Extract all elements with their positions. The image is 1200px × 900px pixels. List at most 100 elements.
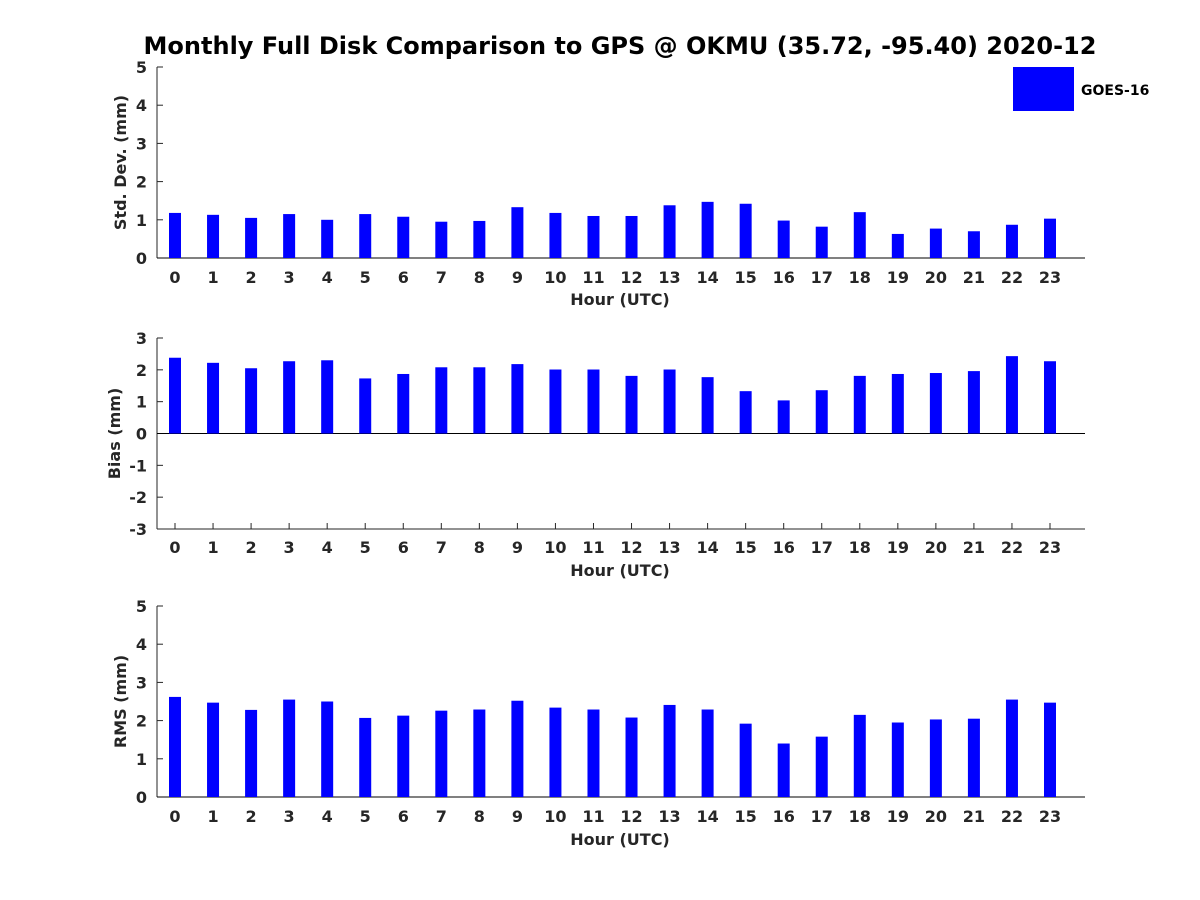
figure-title: Monthly Full Disk Comparison to GPS @ OK…: [144, 32, 1097, 60]
x-tick-label: 4: [322, 807, 333, 826]
bar: [663, 369, 676, 434]
bar: [853, 212, 866, 258]
x-tick-label: 4: [322, 538, 333, 557]
x-tick-label: 21: [963, 538, 985, 557]
x-tick-label: 19: [887, 538, 909, 557]
x-tick-label: 3: [284, 538, 295, 557]
legend-label: GOES-16: [1081, 83, 1149, 99]
x-tick-label: 21: [963, 807, 985, 826]
x-tick-label: 8: [474, 807, 485, 826]
bar: [207, 702, 220, 797]
bar: [777, 743, 790, 797]
bar: [663, 205, 676, 258]
bar: [511, 207, 524, 258]
bar: [245, 709, 258, 797]
x-tick-label: 17: [811, 538, 833, 557]
x-tick-label: 7: [436, 807, 447, 826]
x-axis-label: Hour (UTC): [570, 290, 670, 309]
bar: [1005, 356, 1018, 434]
x-tick-label: 17: [811, 268, 833, 287]
x-tick-label: 23: [1039, 538, 1061, 557]
x-tick-label: 8: [474, 268, 485, 287]
x-tick-label: 6: [398, 268, 409, 287]
legend-swatch-goes16: [1013, 67, 1074, 111]
y-tick-label: 3: [136, 673, 147, 692]
x-tick-label: 16: [773, 807, 795, 826]
x-tick-label: 9: [512, 538, 523, 557]
bar: [701, 709, 714, 797]
x-tick-label: 19: [887, 268, 909, 287]
x-tick-label: 10: [544, 807, 566, 826]
bar: [511, 700, 524, 797]
bar: [473, 367, 486, 434]
x-tick-label: 16: [773, 538, 795, 557]
x-tick-label: 13: [658, 538, 680, 557]
x-tick-label: 14: [696, 807, 718, 826]
bar: [359, 378, 372, 434]
bar: [169, 357, 181, 434]
y-axis-label: RMS (mm): [111, 655, 130, 748]
x-tick-label: 2: [246, 538, 257, 557]
x-tick-label: 0: [169, 807, 180, 826]
bar: [549, 212, 562, 258]
x-tick-label: 13: [658, 268, 680, 287]
y-tick-label: 1: [136, 393, 147, 412]
x-tick-label: 7: [436, 268, 447, 287]
bar: [283, 699, 296, 797]
x-tick-label: 23: [1039, 268, 1061, 287]
bar: [1044, 361, 1056, 434]
bar: [397, 373, 410, 434]
x-tick-label: 9: [512, 268, 523, 287]
y-tick-label: 1: [136, 211, 147, 230]
bar: [435, 367, 448, 434]
bar: [169, 696, 181, 797]
x-tick-label: 18: [849, 268, 871, 287]
y-tick-label: 3: [136, 134, 147, 153]
x-tick-label: 11: [582, 538, 604, 557]
y-tick-label: 0: [136, 788, 147, 807]
bar: [359, 717, 372, 797]
y-tick-label: 5: [136, 597, 147, 616]
y-tick-label: 4: [136, 635, 147, 654]
x-tick-label: 18: [849, 807, 871, 826]
x-tick-label: 20: [925, 538, 947, 557]
x-tick-label: 8: [474, 538, 485, 557]
x-tick-label: 4: [322, 268, 333, 287]
bar: [245, 368, 258, 434]
y-axis-label: Bias (mm): [105, 388, 124, 480]
x-tick-label: 14: [696, 268, 718, 287]
y-tick-label: 2: [136, 361, 147, 380]
bar: [1005, 224, 1018, 258]
x-tick-label: 20: [925, 807, 947, 826]
x-tick-label: 1: [207, 538, 218, 557]
x-tick-label: 11: [582, 268, 604, 287]
bar: [283, 214, 296, 258]
bar: [473, 220, 486, 258]
bar: [207, 362, 220, 434]
x-tick-label: 5: [360, 807, 371, 826]
x-tick-label: 16: [773, 268, 795, 287]
x-tick-label: 10: [544, 538, 566, 557]
x-tick-label: 1: [207, 807, 218, 826]
x-tick-label: 5: [360, 538, 371, 557]
x-tick-label: 0: [169, 538, 180, 557]
x-tick-label: 3: [284, 807, 295, 826]
y-tick-label: 5: [136, 58, 147, 77]
x-axis-label: Hour (UTC): [570, 561, 670, 580]
y-tick-label: 0: [136, 249, 147, 268]
x-tick-label: 7: [436, 538, 447, 557]
x-tick-label: 5: [360, 268, 371, 287]
legend: GOES-16: [1013, 67, 1149, 111]
y-axis-label: Std. Dev. (mm): [111, 95, 130, 230]
x-tick-label: 22: [1001, 538, 1023, 557]
x-tick-label: 12: [620, 538, 642, 557]
x-tick-label: 15: [735, 538, 757, 557]
bar: [169, 212, 181, 258]
bar: [473, 709, 486, 797]
x-tick-label: 12: [620, 268, 642, 287]
x-tick-label: 11: [582, 807, 604, 826]
bar: [321, 360, 334, 434]
bar: [929, 719, 942, 797]
